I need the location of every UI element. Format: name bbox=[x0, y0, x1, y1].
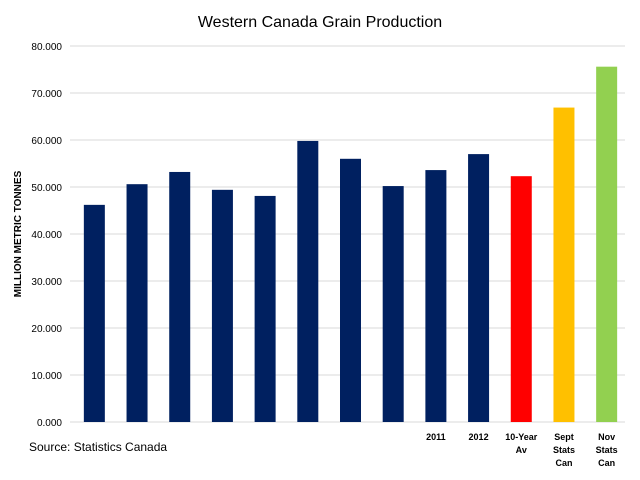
source-note: Source: Statistics Canada bbox=[29, 440, 167, 454]
y-tick-label: 10.000 bbox=[31, 371, 62, 382]
x-tick-label: Nov bbox=[598, 432, 615, 442]
y-axis-label: MILLION METRIC TONNES bbox=[13, 170, 24, 297]
chart-title: Western Canada Grain Production bbox=[198, 14, 442, 31]
bar bbox=[596, 66, 618, 423]
y-tick-label: 70.000 bbox=[31, 89, 62, 100]
y-tick-label: 50.000 bbox=[31, 183, 62, 194]
bar bbox=[553, 107, 575, 422]
x-tick-label: Sept bbox=[554, 432, 574, 442]
x-tick-label: Stats bbox=[553, 445, 575, 455]
y-tick-label: 20.000 bbox=[31, 324, 62, 335]
x-tick-label: Can bbox=[555, 458, 572, 468]
x-tick-label: 2012 bbox=[469, 432, 489, 442]
x-tick-label: Av bbox=[516, 445, 527, 455]
bar bbox=[297, 140, 319, 422]
y-tick-label: 0.000 bbox=[37, 418, 62, 429]
bar bbox=[169, 171, 191, 422]
bar bbox=[83, 204, 105, 422]
y-tick-label: 60.000 bbox=[31, 136, 62, 147]
x-tick-label: 2011 bbox=[426, 432, 446, 442]
bar bbox=[211, 189, 233, 422]
x-tick-label: 10-Year bbox=[505, 432, 538, 442]
bar bbox=[468, 154, 490, 422]
bar bbox=[254, 195, 276, 422]
bar bbox=[382, 186, 404, 422]
bar bbox=[425, 170, 447, 422]
y-tick-label: 30.000 bbox=[31, 277, 62, 288]
y-tick-label: 40.000 bbox=[31, 230, 62, 241]
x-tick-label: Can bbox=[598, 458, 615, 468]
x-tick-label: Stats bbox=[596, 445, 618, 455]
bar bbox=[340, 158, 361, 423]
y-tick-label: 80.000 bbox=[31, 42, 62, 53]
bar bbox=[126, 184, 148, 422]
bar bbox=[510, 176, 532, 422]
